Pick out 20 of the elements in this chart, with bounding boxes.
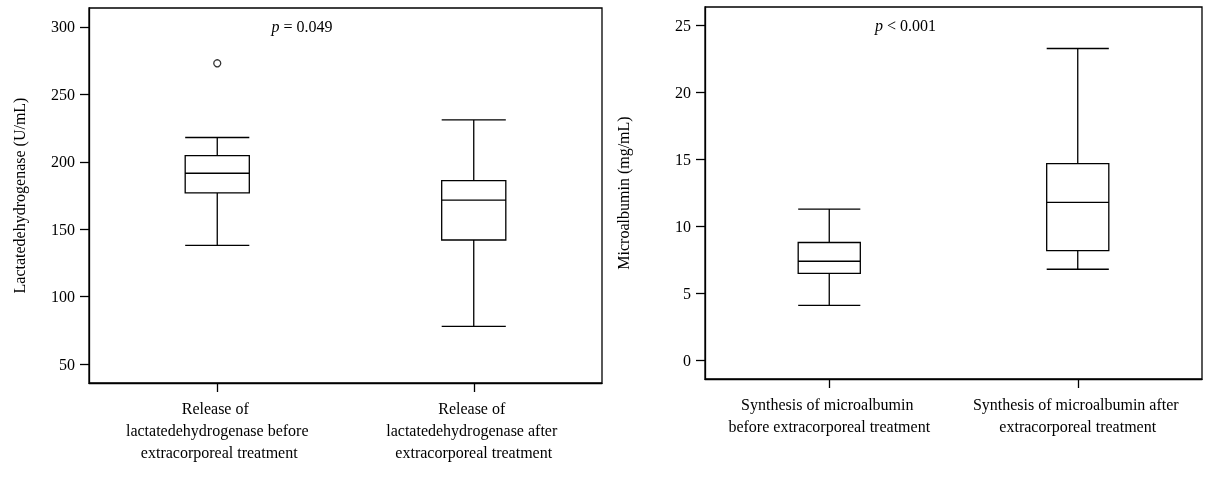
y-tick-label: 20 <box>675 84 691 102</box>
y-tick-label: 10 <box>675 217 691 235</box>
x-tick-label: Release of lactatedehydrogenase after extracorporeal treatment <box>386 399 562 462</box>
y-axis-title: Microalbumin (mg/mL) <box>614 116 633 270</box>
y-tick-label: 250 <box>51 85 75 103</box>
annotation: p < 0.001 <box>873 16 937 35</box>
y-tick-label: 50 <box>59 355 75 373</box>
y-axis-title: Lactatedehydrogenase (U/mL) <box>10 97 29 294</box>
x-tick-label: Synthesis of microalbumin after extracorporeal treatment <box>972 395 1183 436</box>
x-tick-label: Release of lactatedehydrogenase before extracorporeal treatment <box>125 399 309 462</box>
y-tick-label: 5 <box>683 284 691 302</box>
y-tick-label: 200 <box>51 153 75 171</box>
y-tick-label: 0 <box>683 351 691 369</box>
y-tick-label: 100 <box>51 288 75 306</box>
y-tick-label: 300 <box>51 18 75 36</box>
annotation: p = 0.049 <box>270 17 333 36</box>
y-tick-label: 25 <box>675 17 691 35</box>
y-tick-label: 15 <box>675 151 691 169</box>
y-tick-label: 150 <box>51 220 75 238</box>
x-tick-label: Synthesis of microalbumin before extracorporeal treatment <box>728 395 931 436</box>
